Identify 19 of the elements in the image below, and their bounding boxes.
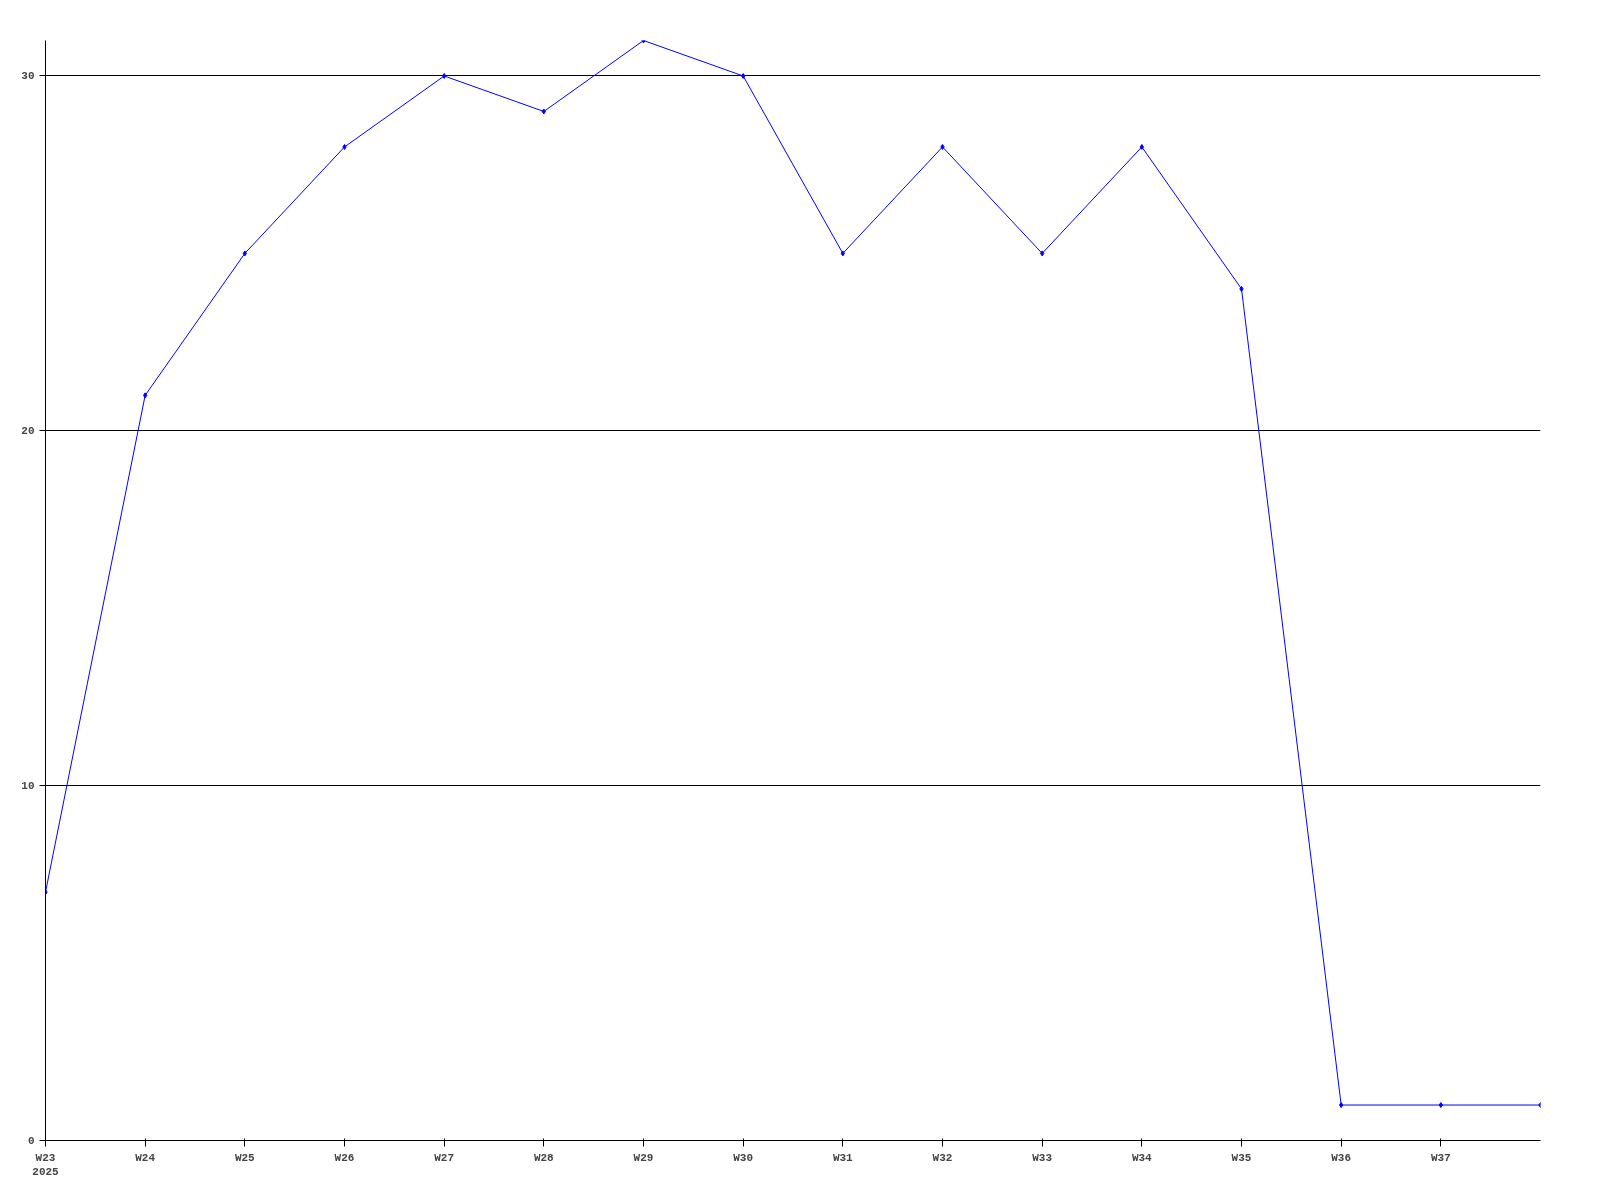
x-tick-label: W35: [1231, 1151, 1252, 1164]
x-tick-label: W28: [533, 1151, 555, 1164]
x-tick-label: W36: [1331, 1151, 1352, 1164]
x-tick-label: W23 2025: [32, 1151, 60, 1178]
y-tick-label: 30: [21, 70, 35, 83]
x-tick-label: W30: [733, 1151, 754, 1164]
x-tick-label: W26: [334, 1151, 355, 1164]
y-tick-label: 20: [21, 425, 35, 438]
y-tick-label: 10: [21, 780, 35, 793]
x-tick-label: W34: [1131, 1151, 1153, 1164]
x-tick-label: W25: [234, 1151, 256, 1164]
x-tick-label: W29: [633, 1151, 654, 1164]
x-tick-label: W37: [1430, 1151, 1451, 1164]
x-tick-label: W33: [1032, 1151, 1053, 1164]
x-tick-label: W27: [434, 1151, 455, 1164]
x-tick-label: W24: [135, 1151, 156, 1164]
y-tick-label: 0: [27, 1135, 35, 1147]
x-tick-label: W31: [832, 1151, 854, 1164]
x-tick-label: W32: [932, 1151, 953, 1164]
